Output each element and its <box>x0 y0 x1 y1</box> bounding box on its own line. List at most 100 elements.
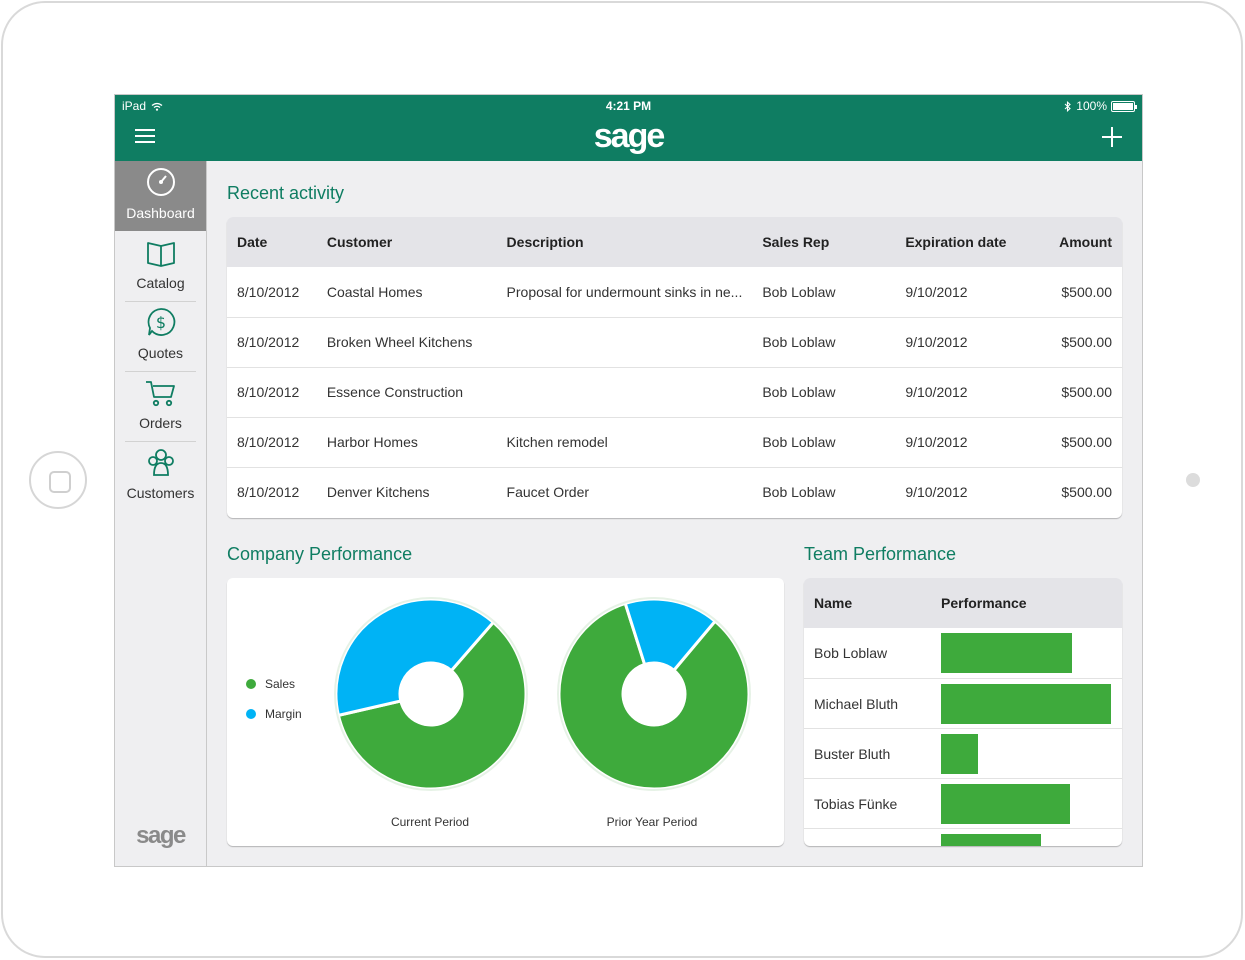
column-header-name[interactable]: Name <box>814 595 853 611</box>
company-performance-card: Sales Margin Current Period Prior Year P… <box>227 578 784 846</box>
sidebar-item-quotes[interactable]: $ Quotes <box>115 301 206 371</box>
table-row[interactable]: 8/10/2012 Harbor Homes Kitchen remodel B… <box>227 416 1122 467</box>
battery-icon <box>1111 100 1137 112</box>
cell-description <box>496 316 753 367</box>
sidebar-item-label: Customers <box>126 485 195 501</box>
pie-slice-margin <box>623 597 718 673</box>
wifi-icon <box>151 102 163 111</box>
recent-activity-table: Date Customer Description Sales Rep Expi… <box>227 217 1122 517</box>
sage-logo-footer: sage <box>136 822 186 849</box>
sidebar-item-label: Quotes <box>137 345 184 361</box>
cell-sales-rep: Bob Loblaw <box>752 466 896 517</box>
cell-customer: Broken Wheel Kitchens <box>316 316 497 367</box>
cell-description: Faucet Order <box>496 466 753 517</box>
performance-bar <box>941 733 979 774</box>
hamburger-menu-icon[interactable] <box>135 129 155 145</box>
sidebar-item-catalog[interactable]: Catalog <box>115 231 206 301</box>
cell-sales-rep: Bob Loblaw <box>752 316 896 367</box>
legend-swatch-sales <box>246 679 256 689</box>
column-header-customer[interactable]: Customer <box>316 217 497 267</box>
sidebar: Dashboard Catalog $ Quotes Orders <box>115 161 207 866</box>
team-row[interactable]: Michael Bluth <box>804 678 1122 728</box>
cell-amount: $500.00 <box>1061 283 1112 300</box>
team-performance-card: Name Performance Bob Loblaw Michael Bluth… <box>804 578 1122 846</box>
sidebar-item-label: Orders <box>139 415 182 431</box>
people-icon <box>147 449 174 476</box>
column-header-sales-rep[interactable]: Sales Rep <box>752 217 896 267</box>
table-row[interactable]: 8/10/2012 Broken Wheel Kitchens Bob Lobl… <box>227 316 1122 367</box>
cell-amount: $500.00 <box>1034 416 1122 467</box>
cell-expiration: 9/10/2012 <box>895 466 1035 517</box>
legend-label-margin: Margin <box>265 707 302 721</box>
add-plus-icon[interactable] <box>1102 127 1122 147</box>
pie-outline <box>334 597 528 791</box>
cart-icon <box>145 381 175 407</box>
table-row[interactable]: 8/10/2012 Essence Construction Bob Lobla… <box>227 366 1122 417</box>
cell-expiration: 9/10/2012 <box>895 416 1035 467</box>
cell-customer: Coastal Homes <box>326 283 423 300</box>
team-rows: Bob Loblaw Michael Bluth Buster Bluth Tobia… <box>804 628 1122 846</box>
legend-label-sales: Sales <box>265 677 296 691</box>
team-row[interactable]: Bob Loblaw <box>804 628 1122 678</box>
cell-customer: Essence Construction <box>316 366 497 417</box>
cell-customer: Harbor Homes <box>316 416 497 467</box>
cell-date: 8/10/2012 <box>227 366 317 417</box>
sidebar-item-orders[interactable]: Orders <box>115 371 206 441</box>
top-bar: iPad 4:21 PM 100% sage <box>115 95 1142 161</box>
table-header-row: Date Customer Description Sales Rep Expi… <box>227 217 1122 267</box>
company-performance-title: Company Performance <box>227 544 413 564</box>
team-row[interactable] <box>804 828 1122 846</box>
cell-description <box>496 366 753 417</box>
home-button[interactable] <box>29 451 87 509</box>
legend-swatch-margin <box>246 709 256 719</box>
current-period-label: Current Period <box>390 815 470 829</box>
performance-bar-track <box>941 733 1122 774</box>
team-row[interactable]: Tobias Fünke <box>804 778 1122 828</box>
performance-bar-track <box>941 683 1122 724</box>
status-bar: iPad 4:21 PM 100% <box>115 95 1142 115</box>
cell-expiration: 9/10/2012 <box>905 283 968 300</box>
cell-date: 8/10/2012 <box>227 466 317 517</box>
legend-item-sales: Sales <box>246 669 302 699</box>
sidebar-item-customers[interactable]: Customers <box>115 441 206 511</box>
sidebar-item-dashboard[interactable]: Dashboard <box>115 161 206 231</box>
camera-dot <box>1186 473 1200 487</box>
column-header-expiration[interactable]: Expiration date <box>895 217 1035 267</box>
prior-year-pie-chart <box>557 597 751 791</box>
pie-outline <box>557 597 751 791</box>
pie-slice-margin <box>334 597 496 718</box>
cell-date: 8/10/2012 <box>227 416 317 467</box>
recent-activity-title: Recent activity <box>227 183 345 203</box>
column-header-amount[interactable]: Amount <box>1034 217 1122 267</box>
clock: 4:21 PM <box>605 99 652 113</box>
team-member-name: Bob Loblaw <box>814 645 888 661</box>
cell-amount: $500.00 <box>1034 466 1122 517</box>
performance-bar-track <box>941 783 1122 824</box>
svg-text:$: $ <box>155 313 165 332</box>
sidebar-item-label: Dashboard <box>126 205 195 221</box>
cell-amount: $500.00 <box>1034 366 1122 417</box>
column-header-description[interactable]: Description <box>496 217 753 267</box>
battery-percent: 100% <box>1076 99 1107 113</box>
cell-amount: $500.00 <box>1034 316 1122 367</box>
cell-description: Kitchen remodel <box>496 416 753 467</box>
cell-date: 8/10/2012 <box>237 283 300 300</box>
cell-sales-rep: Bob Loblaw <box>762 283 836 300</box>
column-header-performance[interactable]: Performance <box>941 595 1027 611</box>
cell-description: Proposal for undermount sinks in ne... <box>506 283 743 300</box>
recent-activity-card: Date Customer Description Sales Rep Expi… <box>227 217 1122 518</box>
performance-bar <box>941 833 1042 846</box>
performance-bar <box>941 633 1072 673</box>
table-row[interactable]: 8/10/2012 Denver Kitchens Faucet Order B… <box>227 466 1122 517</box>
cell-expiration: 9/10/2012 <box>895 366 1035 417</box>
team-row[interactable]: Buster Bluth <box>804 728 1122 778</box>
device-name: iPad <box>122 99 147 113</box>
table-row[interactable]: 8/10/2012 Coastal Homes Proposal for und… <box>227 267 1122 317</box>
team-member-name: Michael Bluth <box>814 695 899 712</box>
cell-sales-rep: Bob Loblaw <box>752 366 896 417</box>
app-screen: iPad 4:21 PM 100% sage <box>114 94 1143 867</box>
performance-bar-track <box>941 833 1122 846</box>
gauge-icon <box>146 168 175 196</box>
column-header-date[interactable]: Date <box>227 217 317 267</box>
dollar-icon: $ <box>147 308 175 336</box>
